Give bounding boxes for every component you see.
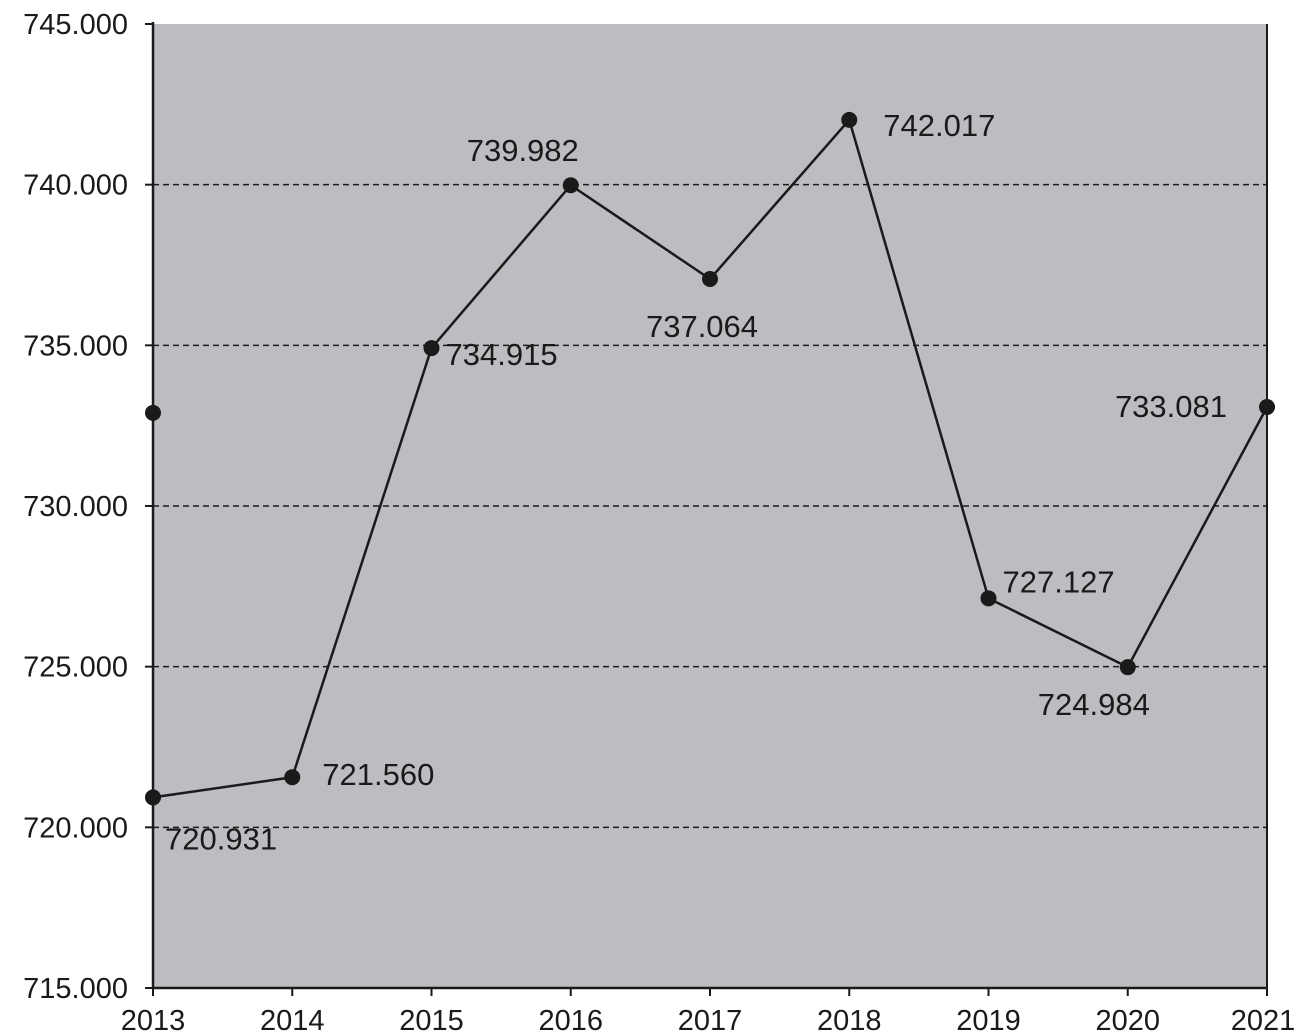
data-point (980, 590, 997, 607)
data-label: 739.982 (467, 133, 579, 168)
data-point (1259, 398, 1275, 415)
data-point (562, 177, 579, 194)
y-tick-label: 720.000 (23, 812, 128, 844)
x-axis-ticks: 2013 2014 2015 2016 2017 2018 2019 2020 2021 (121, 988, 1296, 1036)
extra-data-point (145, 404, 161, 421)
data-point (145, 789, 161, 806)
data-point (423, 340, 440, 357)
data-label: 724.984 (1038, 687, 1150, 722)
data-point (1119, 659, 1136, 676)
x-tick-label: 2021 (1231, 1005, 1296, 1036)
y-axis-ticks: 715.000 720.000 725.000 730.000 735.000 740.0… (23, 9, 153, 1005)
data-label: 737.064 (646, 309, 758, 344)
y-tick-label: 730.000 (23, 491, 128, 523)
x-tick-label: 2015 (399, 1005, 464, 1036)
data-label: 727.127 (1003, 564, 1115, 599)
data-label: 721.560 (322, 757, 434, 792)
gridlines (153, 183, 1267, 829)
x-tick-label: 2018 (817, 1005, 882, 1036)
data-label: 720.931 (165, 821, 277, 856)
x-tick-label: 2017 (678, 1005, 743, 1036)
x-tick-label: 2013 (121, 1005, 186, 1036)
data-label: 734.915 (446, 337, 558, 372)
data-point (702, 271, 718, 288)
y-tick-label: 745.000 (23, 9, 128, 41)
data-point (284, 769, 301, 786)
y-tick-label: 725.000 (23, 652, 128, 684)
x-tick-label: 2020 (1095, 1005, 1160, 1036)
y-tick-label: 740.000 (23, 170, 128, 202)
series (145, 111, 1275, 806)
data-labels: 720.931 721.560 734.915 739.982 737.064 742.0… (165, 108, 1227, 857)
plot-area (153, 24, 1267, 988)
data-point (841, 111, 858, 128)
data-label: 733.081 (1115, 389, 1227, 424)
x-tick-label: 2014 (260, 1005, 325, 1036)
x-tick-label: 2019 (956, 1005, 1021, 1036)
x-tick-label: 2016 (538, 1005, 603, 1036)
y-tick-label: 735.000 (23, 330, 128, 362)
y-tick-label: 715.000 (23, 973, 128, 1005)
data-label: 742.017 (883, 108, 995, 143)
